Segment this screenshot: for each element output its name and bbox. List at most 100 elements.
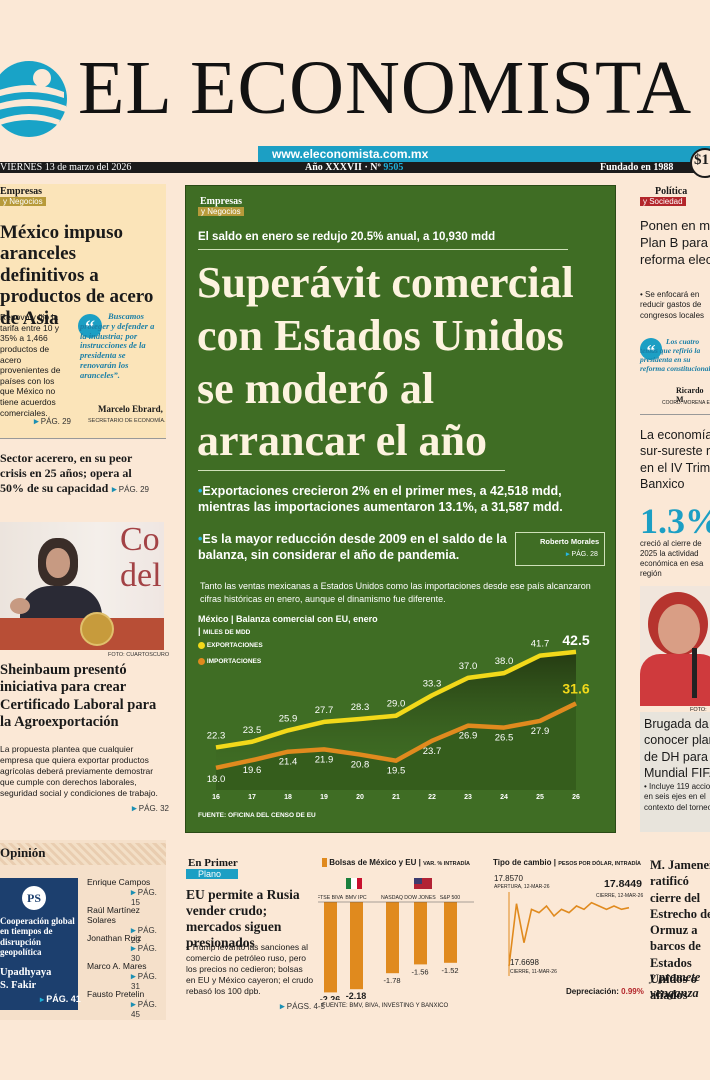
page-arrow-icon: ▸ — [132, 803, 137, 813]
opinion-list-item[interactable]: Marco A. Mares ▸ PÁG. 31 — [87, 961, 165, 991]
bar-value-label: -2.18 — [346, 991, 367, 1000]
x-tick-label: 16 — [212, 794, 220, 801]
bolsas-units: VAR. % INTRADÍA — [423, 861, 471, 867]
fx-open-label: APERTURA, 12-MAR-26 — [494, 884, 550, 890]
data-label: 26.5 — [495, 733, 514, 744]
opinion-list-item[interactable]: Enrique Campos ▸ PÁG. 15 — [87, 877, 165, 907]
opinion-list-item[interactable]: Jonathan Ruiz ▸ PÁG. 30 — [87, 933, 165, 963]
data-label: 41.7 — [531, 639, 550, 650]
bottom-headline[interactable]: EU permite a Rusia vender crudo; mercado… — [186, 887, 300, 950]
bottom-label: En Primer — [188, 857, 238, 869]
page-arrow-icon: ▸ — [131, 925, 136, 935]
page-ref-text: PÁG. 41 — [46, 994, 81, 1004]
byline-name: Roberto Morales — [540, 537, 600, 546]
data-label: 38.0 — [495, 656, 514, 667]
bottom-label-sub: Plano — [186, 869, 238, 879]
usa-flag-icon — [414, 878, 432, 889]
page-arrow-icon: ▸ — [131, 943, 136, 953]
x-tick-label: 23 — [464, 794, 472, 801]
legend-imports: IMPORTACIONES — [198, 658, 261, 665]
page-ref-text: PÁG. 28 — [571, 551, 598, 558]
url-strip — [258, 146, 710, 162]
legend-label: IMPORTACIONES — [206, 658, 262, 666]
data-label: 42.5 — [562, 632, 589, 648]
data-label: 28.3 — [351, 702, 370, 713]
econ-headline[interactable]: La economía en el sur-sureste repuntó en… — [640, 428, 710, 491]
mexico-flag-icon — [346, 878, 362, 889]
page-ref-text: PÁG. 30 — [131, 944, 157, 963]
issue-number-value: 9505 — [383, 162, 404, 173]
bar-category-label: BMV IPC — [345, 895, 367, 901]
data-label: 21.9 — [315, 754, 334, 765]
x-tick-label: 25 — [536, 794, 544, 801]
page-arrow-icon: ▸ — [131, 999, 136, 1009]
bullet-text: Exportaciones crecieron 2% en el primer … — [198, 484, 563, 515]
microphone-icon — [692, 648, 697, 698]
left-top-quote: Buscamos proteger y defender a la indust… — [80, 311, 155, 380]
page-ref-text: PÁG. 31 — [131, 972, 157, 991]
right-body: • Se enfocará en reducir gastos de congr… — [640, 290, 705, 320]
imports-area — [216, 703, 576, 790]
left-second-headline[interactable]: Sector acerero, en su peor crisis en 25 … — [0, 451, 133, 495]
left-mid-body: La propuesta plantea que cualquier empre… — [0, 744, 158, 799]
hand — [10, 598, 30, 614]
left-mid-headline[interactable]: Sheinbaum presentó iniciativa para crear… — [0, 662, 157, 731]
byline-page: ▸ PÁG. 28 — [566, 550, 598, 558]
x-tick-label: 26 — [572, 794, 580, 801]
x-tick-label: 22 — [428, 794, 436, 801]
main-headline[interactable]: Superávit comercial con Estados Unidos s… — [197, 258, 574, 466]
legend-label: EXPORTACIONES — [206, 642, 263, 650]
bar-value-label: -2.26 — [320, 994, 341, 1000]
data-label: 33.3 — [423, 678, 442, 689]
bolsas-bullet-icon — [322, 858, 327, 868]
right-quote-author: Ricardo M — [676, 386, 704, 404]
main-intro: Tanto las ventas mexicanas a Estados Uni… — [200, 581, 591, 604]
columnist-name: Fausto Pretelin — [87, 989, 145, 999]
last-headline[interactable]: M. Jamenei ratificó cierre del Estrecho … — [650, 858, 710, 1002]
data-label: 25.9 — [279, 713, 298, 724]
left-top-article[interactable] — [0, 184, 166, 438]
fx-prev-label: CIERRE, 11-MAR-26 — [510, 969, 557, 975]
left-top-headline[interactable]: México impuso aranceles definitivos a pr… — [0, 222, 154, 329]
price-text: $1 — [694, 152, 709, 168]
bar-value-label: -1.52 — [441, 966, 458, 975]
founded-note: Fundado en 1988 — [600, 162, 674, 173]
chart-title: México | Balanza comercial con EU, enero… — [198, 614, 378, 636]
left-top-body: Renovó y fijó la tarifa entre 10 y 35% a… — [0, 312, 61, 418]
data-label: 31.6 — [562, 680, 589, 696]
right-section-label: Política — [655, 186, 688, 197]
columnist-name: Enrique Campos — [87, 877, 151, 887]
opinion-list-item[interactable]: Raúl Martínez Solares ▸ PÁG. 20 — [87, 905, 167, 945]
brugada-box — [640, 712, 710, 832]
fx-line-chart — [508, 892, 630, 976]
opinion-title: Opinión — [0, 845, 46, 860]
columnist-page: ▸ PÁG. 15 — [87, 887, 165, 907]
bar-value-label: -1.56 — [411, 967, 428, 976]
data-label: 19.5 — [387, 766, 406, 777]
bolsas-source: FUENTE: BMV, BIVA, INVESTING Y BANXICO — [322, 1003, 449, 1009]
econ-big-number: 1.3% — [640, 501, 710, 541]
page-arrow-icon: ▸ — [131, 971, 136, 981]
legend-exports: EXPORTACIONES — [198, 642, 263, 649]
fx-title-text: Tipo de cambio — [493, 858, 552, 867]
last-headline-tail: y promete venganza — [650, 970, 701, 1001]
columnist-page: ▸ PÁG. 45 — [87, 999, 165, 1019]
ps-initials-icon: PS — [22, 886, 46, 910]
quote-icon: “ — [78, 314, 102, 339]
columnist-name: Jonathan Ruiz — [87, 933, 142, 943]
fx-depreciation-value: 0.99% — [621, 987, 644, 996]
bar-category-label: S&P 500 — [440, 895, 460, 901]
x-tick-label: 21 — [392, 794, 400, 801]
site-url[interactable]: www.eleconomista.com.mx — [272, 147, 429, 161]
legend-swatch — [198, 642, 205, 649]
x-tick-label: 17 — [248, 794, 256, 801]
x-tick-label: 24 — [500, 794, 508, 801]
fx-depreciation: Depreciación: 0.99% — [566, 987, 644, 996]
brugada-headline[interactable]: Brugada da a conocer plan de DH para el … — [644, 717, 710, 780]
right-headline[interactable]: Ponen en marcha Plan B para lograr la re… — [640, 218, 710, 267]
headline-rule — [198, 470, 505, 471]
page-arrow-icon: ▸ — [40, 995, 45, 1004]
bar-category-label: DOW JONES — [404, 895, 436, 901]
opinion-list-item[interactable]: Fausto Pretelin ▸ PÁG. 45 — [87, 989, 165, 1019]
